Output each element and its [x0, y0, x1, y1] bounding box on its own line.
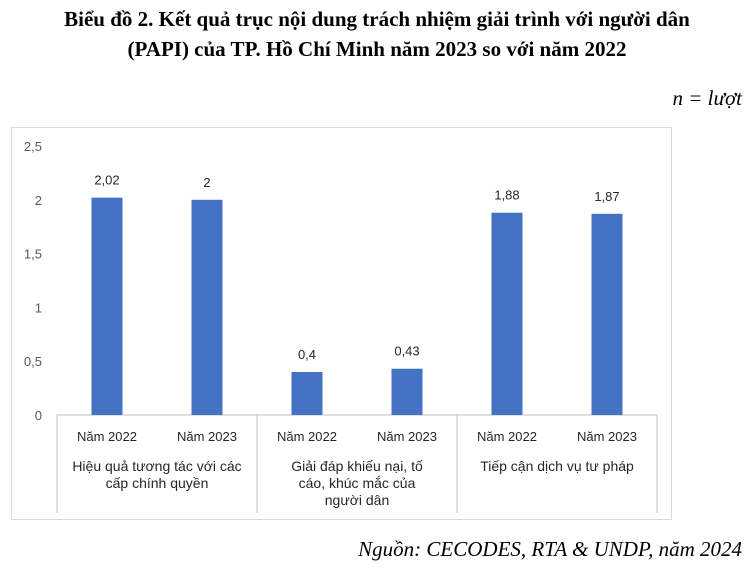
bar-value-label: 1,87	[594, 189, 619, 204]
chart-title-line-2: (PAPI) của TP. Hồ Chí Minh năm 2023 so v…	[127, 37, 627, 61]
x-category-label: Năm 2022	[277, 429, 337, 444]
y-tick-label: 0	[35, 408, 42, 423]
bar-value-label: 0,4	[298, 347, 316, 362]
bar	[391, 368, 423, 415]
group-label: Giải đáp khiếu nại, tố	[291, 458, 423, 474]
x-category-label: Năm 2022	[77, 429, 137, 444]
x-category-label: Năm 2022	[477, 429, 537, 444]
y-tick-label: 2	[35, 193, 42, 208]
group-label: người dân	[325, 492, 389, 508]
group-label: cáo, khúc mắc của	[299, 475, 416, 491]
chart-title-line-1: Biểu đồ 2. Kết quả trục nội dung trách n…	[64, 7, 690, 31]
unit-label: n = lượt	[672, 86, 742, 110]
bar-value-label: 0,43	[394, 344, 419, 359]
bar	[291, 371, 323, 415]
bar-value-label: 1,88	[494, 188, 519, 203]
source-note: Nguồn: CECODES, RTA & UNDP, năm 2024	[358, 537, 742, 561]
y-tick-label: 1	[35, 300, 42, 315]
group-label: Hiệu quả tương tác với các	[72, 458, 241, 474]
bar	[191, 199, 223, 415]
bar-value-label: 2,02	[94, 173, 119, 188]
bar	[591, 213, 623, 415]
bar	[491, 212, 523, 415]
group-label: Tiếp cận dịch vụ tư pháp	[480, 458, 634, 474]
bar-value-label: 2	[203, 175, 210, 190]
x-category-label: Năm 2023	[377, 429, 437, 444]
x-category-label: Năm 2023	[577, 429, 637, 444]
chart-title: Biểu đồ 2. Kết quả trục nội dung trách n…	[0, 4, 754, 64]
x-category-label: Năm 2023	[177, 429, 237, 444]
y-tick-label: 1,5	[24, 247, 42, 262]
chart-area: 0 0,5 1 1,5 2 2,5 2,02 Năm 2022 2 Năm 2023 Hiệu qu…	[11, 127, 672, 520]
bar-chart: 0 0,5 1 1,5 2 2,5 2,02 Năm 2022 2 Năm 2023 Hiệu qu…	[24, 139, 658, 513]
y-tick-label: 2,5	[24, 139, 42, 154]
bar	[91, 197, 123, 415]
group-label: cấp chính quyền	[106, 475, 209, 491]
y-tick-label: 0,5	[24, 354, 42, 369]
